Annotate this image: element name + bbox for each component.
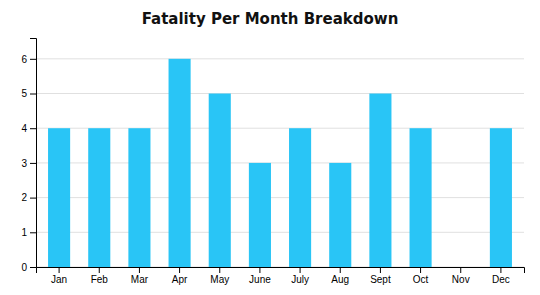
tick-mark xyxy=(30,94,36,95)
tick-label: 5 xyxy=(21,88,27,99)
tick-label: 2 xyxy=(21,192,27,203)
tick-label: Aug xyxy=(331,274,349,285)
bar xyxy=(289,128,311,267)
tick-mark xyxy=(30,59,36,60)
bar xyxy=(48,128,70,267)
bar xyxy=(128,128,150,267)
tick-label: 0 xyxy=(21,262,27,273)
tick: Jan xyxy=(51,267,67,285)
tick-label: May xyxy=(210,274,229,285)
tick: Aug xyxy=(331,267,349,285)
tick: Apr xyxy=(172,267,188,285)
bar xyxy=(329,163,351,267)
bar xyxy=(209,94,231,267)
bars xyxy=(48,59,512,267)
tick-label: Oct xyxy=(413,274,429,285)
tick-mark xyxy=(500,267,501,273)
tick-mark xyxy=(420,267,421,273)
x-axis: Jan Feb Mar Apr May June July Aug Sept Oct Nov Dec xyxy=(37,267,525,285)
tick-label: Nov xyxy=(452,274,470,285)
tick-label: Sept xyxy=(370,274,391,285)
grid-line xyxy=(36,58,524,59)
bar xyxy=(490,128,512,267)
title: Fatality Per Month Breakdown xyxy=(142,10,399,28)
tick-label: Apr xyxy=(172,274,188,285)
axis-line xyxy=(30,39,37,268)
tick-label: Jan xyxy=(51,274,67,285)
tick-mark xyxy=(460,267,461,273)
tick: 0 xyxy=(21,262,36,273)
tick: July xyxy=(291,267,309,285)
grid-line xyxy=(36,93,524,94)
tick-mark xyxy=(30,128,36,129)
chart: Fatality Per Month Breakdown 0 1 2 3 4 5 6 Jan Fe… xyxy=(0,0,540,295)
tick: June xyxy=(249,267,271,285)
bar xyxy=(169,59,191,267)
bar xyxy=(410,128,432,267)
tick-mark xyxy=(380,267,381,273)
tick: 3 xyxy=(21,158,36,169)
y-axis: 0 1 2 3 4 5 6 xyxy=(21,39,36,273)
tick: May xyxy=(210,267,229,285)
tick-mark xyxy=(30,198,36,199)
tick: Nov xyxy=(452,267,470,285)
tick: Sept xyxy=(370,267,391,285)
tick-mark xyxy=(139,267,140,273)
tick-mark xyxy=(30,232,36,233)
tick-label: June xyxy=(249,274,271,285)
tick: 5 xyxy=(21,88,36,99)
tick: 4 xyxy=(21,123,36,134)
tick-label: Feb xyxy=(91,274,109,285)
tick: Feb xyxy=(91,267,109,285)
tick: 2 xyxy=(21,192,36,203)
axis-line xyxy=(37,268,525,274)
tick-label: Mar xyxy=(131,274,149,285)
bar xyxy=(450,267,472,268)
tick-mark xyxy=(340,267,341,273)
tick-label: Dec xyxy=(492,274,510,285)
tick-label: 3 xyxy=(21,158,27,169)
tick-mark xyxy=(59,267,60,273)
bar xyxy=(249,163,271,267)
tick: Dec xyxy=(492,267,510,285)
bar xyxy=(369,94,391,267)
tick-label: 1 xyxy=(21,227,27,238)
tick: Oct xyxy=(413,267,429,285)
tick-mark xyxy=(300,267,301,273)
tick-label: July xyxy=(291,274,309,285)
bar xyxy=(88,128,110,267)
grid xyxy=(36,59,524,267)
plot: 0 1 2 3 4 5 6 Jan Feb Mar Apr May June July Aug Sept Oct… xyxy=(21,39,524,286)
tick-label: 6 xyxy=(21,54,27,65)
tick-mark xyxy=(259,267,260,273)
tick-mark xyxy=(30,163,36,164)
tick-mark xyxy=(219,267,220,273)
tick-mark xyxy=(179,267,180,273)
tick-mark xyxy=(30,267,36,268)
tick-mark xyxy=(99,267,100,273)
tick: 1 xyxy=(21,227,36,238)
tick: Mar xyxy=(131,267,149,285)
tick-label: 4 xyxy=(21,123,27,134)
tick: 6 xyxy=(21,54,36,65)
